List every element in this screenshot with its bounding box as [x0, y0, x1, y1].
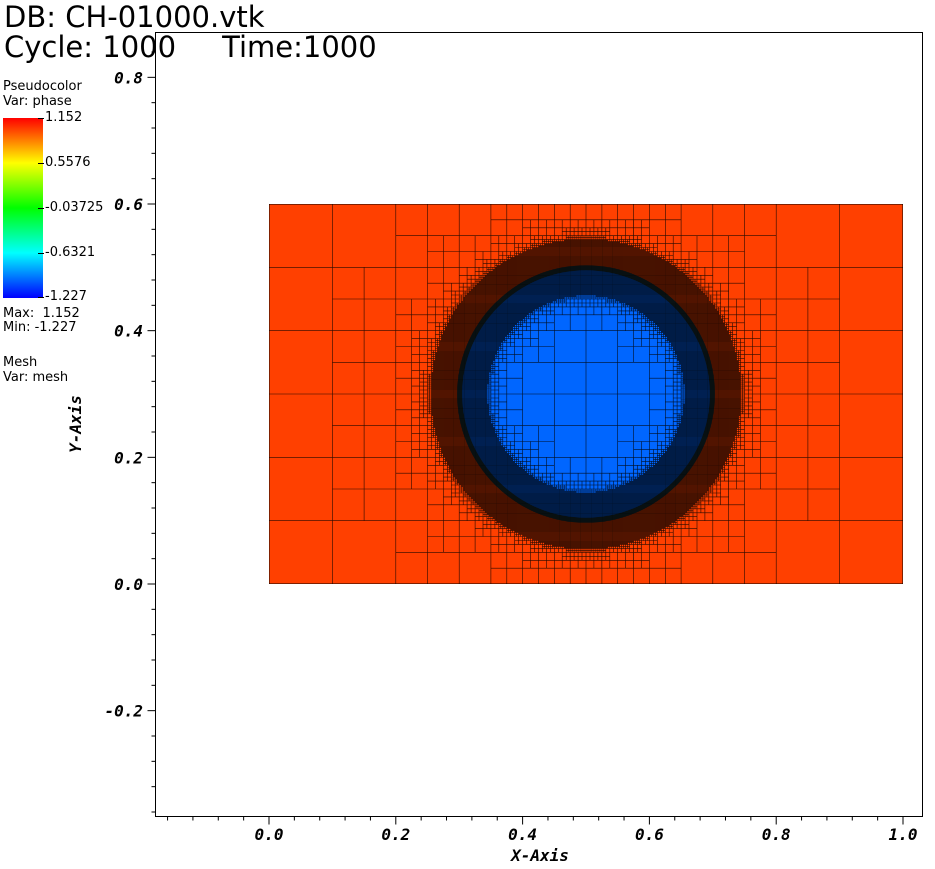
axes: 0.0 0.2 0.4 0.6 0.8 1.0 -0.2 0.0 0.2 0.4 0.6 0.8 — [104, 51, 918, 844]
colorbar-tick — [38, 253, 44, 254]
legend-var-label: Var: phase — [3, 94, 72, 109]
colorbar-label-max: 1.152 — [45, 110, 83, 125]
y-tick-label: -0.2 — [104, 702, 143, 721]
legend-mesh-var: Var: mesh — [3, 370, 69, 385]
legend-mesh-name: Mesh — [3, 355, 38, 370]
x-tick-label: 1.0 — [889, 825, 918, 844]
legend-max: Max: 1.152 — [3, 306, 80, 321]
y-tick-label: 0.8 — [114, 68, 143, 87]
colorbar — [3, 118, 43, 298]
colorbar-label: 0.5576 — [45, 155, 91, 170]
database-label: DB: CH-01000.vtk — [4, 0, 265, 34]
cycle-time-label: Cycle: 1000 Time:1000 — [4, 32, 377, 62]
colorbar-tick — [38, 297, 44, 298]
legend-min: Min: -1.227 — [3, 320, 77, 335]
mesh-cells — [269, 204, 903, 584]
colorbar-label: -0.6321 — [45, 245, 96, 260]
x-tick-label: 0.8 — [762, 825, 791, 844]
colorbar-tick — [38, 208, 44, 209]
mesh-lines — [269, 204, 903, 584]
x-tick-label: 0.2 — [381, 825, 410, 844]
y-tick-label: 0.2 — [114, 448, 143, 467]
plot-frame — [155, 32, 923, 817]
colorbar-label-min: -1.227 — [45, 289, 87, 304]
colorbar-tick — [38, 163, 44, 164]
time-label: Time:1000 — [222, 30, 377, 64]
x-tick-label: 0.6 — [635, 825, 664, 844]
x-tick-label: 0.0 — [255, 825, 284, 844]
y-tick-label: 0.6 — [114, 195, 143, 214]
x-tick-label: 0.4 — [508, 825, 537, 844]
y-axis-title: Y-Axis — [66, 395, 85, 453]
x-axis-title: X-Axis — [509, 846, 569, 865]
y-tick-label: 0.0 — [114, 575, 143, 594]
cycle-label: Cycle: 1000 — [4, 30, 177, 64]
legend-plot-name: Pseudocolor — [3, 79, 82, 94]
y-tick-label: 0.4 — [114, 322, 143, 341]
colorbar-tick — [38, 118, 44, 119]
colorbar-label: -0.03725 — [45, 200, 104, 215]
